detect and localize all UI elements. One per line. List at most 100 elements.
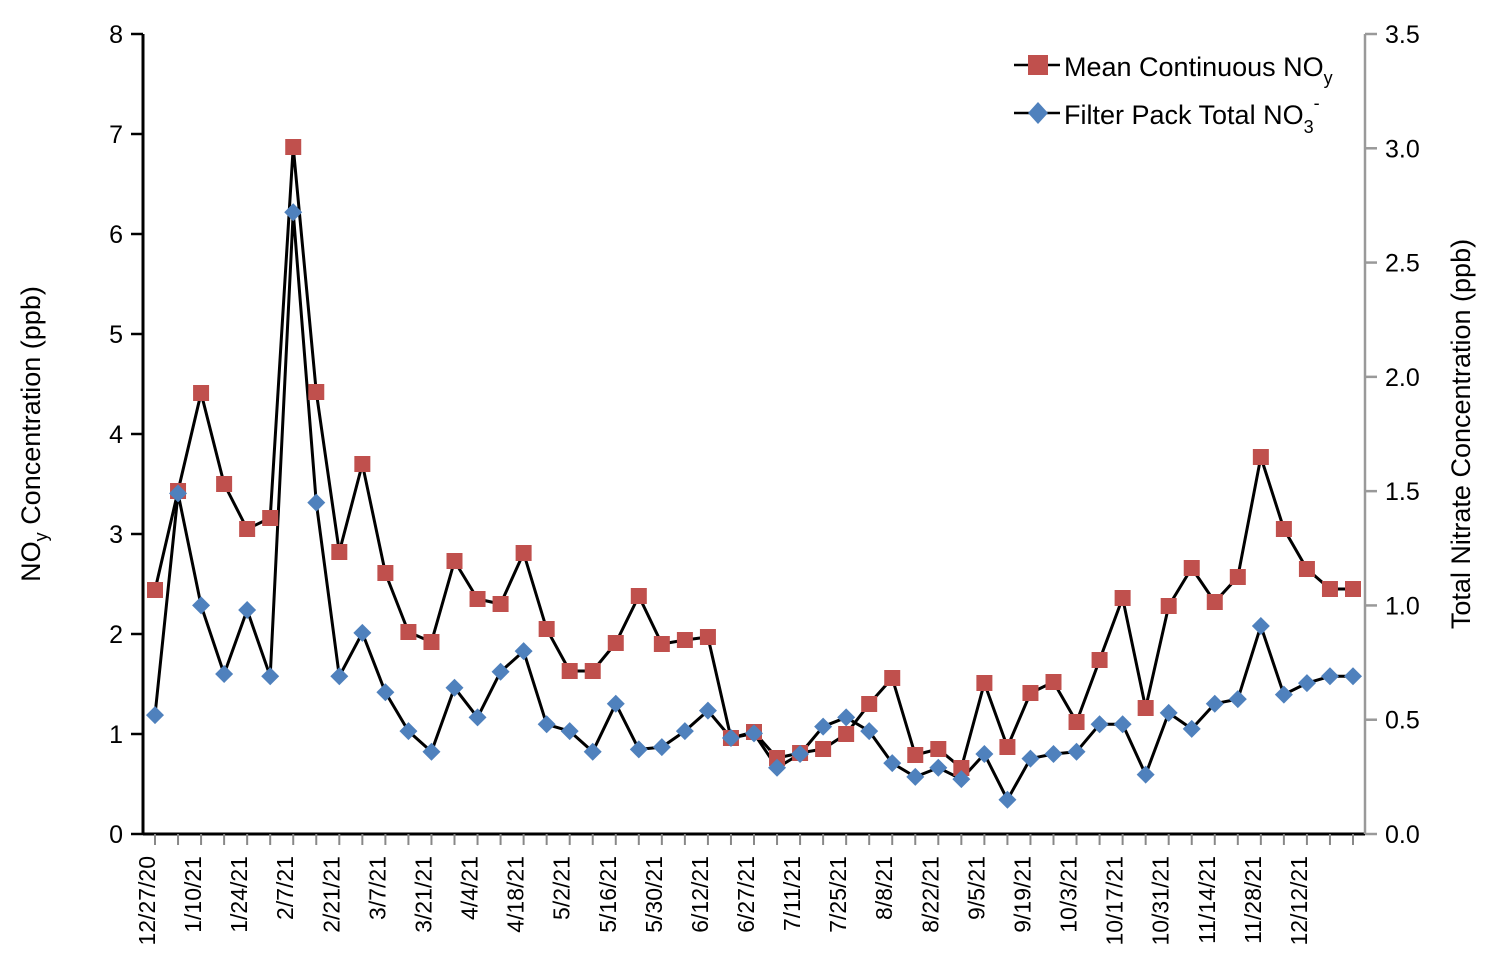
data-point-marker [929,758,948,777]
data-point-marker [354,456,371,472]
data-point-marker [1205,694,1224,713]
x-tick-label: 11/28/21 [1240,856,1266,944]
data-point-marker [445,678,464,697]
data-point-marker [1344,667,1362,686]
data-point-marker [1160,598,1177,614]
data-point-marker [860,722,879,741]
left-axis-ticks [131,32,143,836]
x-tick-label: 7/25/21 [825,856,851,933]
right-axis-ticks [1365,32,1377,836]
data-point-marker [146,706,164,725]
data-point-marker [1067,742,1086,761]
data-point-marker [515,545,532,561]
data-point-marker [1251,617,1270,635]
right-tick-label: 1.5 [1385,478,1420,506]
x-tick-label: 10/31/21 [1148,856,1174,946]
data-point-marker [606,694,625,713]
x-tick-label: 9/5/21 [963,856,989,920]
legend-item-filter-pack-total-no3[interactable]: Filter Pack Total NO3- [1014,93,1320,137]
data-point-marker [1159,703,1178,722]
right-tick-label: 1.0 [1385,592,1420,620]
left-tick-label: 1 [109,721,123,749]
left-tick-label: 4 [109,421,123,449]
data-point-marker [653,636,670,652]
right-tick-label: 2.0 [1385,364,1420,392]
left-axis-tick-labels: 0 1 2 3 4 5 6 7 8 [109,21,123,849]
data-point-marker [815,741,832,757]
data-point-marker [675,722,694,741]
data-point-marker [400,624,417,640]
right-tick-label: 3.0 [1385,135,1420,163]
left-axis-title: NOy Concentration (ppb) [16,286,51,582]
data-point-marker [998,790,1017,809]
data-point-marker [1252,449,1269,465]
x-tick-label: 2/7/21 [272,856,298,920]
data-point-marker [215,665,234,683]
right-axis-tick-labels: 0.0 0.5 1.0 1.5 2.0 2.5 3.0 3.5 [1385,21,1420,849]
right-tick-label: 0.5 [1385,707,1420,735]
data-point-marker [307,493,326,512]
data-point-marker [629,740,648,759]
data-point-marker [1113,715,1132,734]
left-tick-label: 6 [109,221,123,249]
data-point-marker [884,670,901,686]
left-tick-label: 5 [109,321,123,349]
x-tick-label: 5/30/21 [641,856,667,933]
square-marker-icon [1028,55,1048,75]
x-tick-label: 10/17/21 [1102,856,1128,946]
data-point-marker [1091,652,1108,668]
data-point-marker [262,510,279,526]
legend-item-mean-continuous-noy[interactable]: Mean Continuous NOy [1014,52,1333,88]
data-point-marker [239,521,256,537]
data-point-marker [492,596,509,612]
series-markers [146,139,1362,809]
data-point-marker [721,729,740,747]
x-tick-label: 7/11/21 [779,856,805,931]
data-point-marker [907,747,924,763]
right-axis-title: Total Nitrate Concentration (ppb) [1446,239,1476,629]
data-point-marker [308,384,325,400]
data-point-marker [952,770,971,789]
data-point-marker [791,745,810,763]
data-point-marker [838,726,855,742]
data-point-marker [630,588,647,604]
data-point-marker [514,642,533,661]
data-point-marker [976,675,993,691]
data-point-marker [331,544,348,560]
data-point-marker [975,745,994,763]
data-point-marker [584,663,601,679]
x-tick-label: 1/24/21 [226,856,252,933]
data-point-marker [1022,685,1039,701]
x-tick-label: 4/18/21 [503,856,529,933]
legend-label-no3: Filter Pack Total NO3- [1064,93,1320,137]
data-point-marker [1182,719,1201,738]
data-point-marker [953,760,970,776]
data-point-marker [1321,581,1338,597]
x-tick-label: 4/4/21 [457,856,483,920]
right-tick-label: 2.5 [1385,250,1420,278]
x-tick-label: 5/2/21 [549,856,575,920]
data-point-marker [769,750,786,766]
data-point-marker [699,629,716,645]
data-point-marker [930,741,947,757]
left-tick-label: 2 [109,621,123,649]
data-point-marker [1320,667,1339,686]
data-point-marker [1114,590,1131,606]
x-tick-label: 1/10/21 [180,856,206,933]
data-point-marker [377,565,394,581]
data-point-marker [376,683,395,702]
data-point-marker [1206,594,1223,610]
data-point-marker [1228,690,1247,709]
data-point-marker [491,662,510,681]
x-tick-label: 5/16/21 [595,856,621,933]
data-point-marker [999,739,1016,755]
data-point-marker [1021,749,1040,768]
data-point-marker [284,203,303,222]
data-point-marker [422,742,441,761]
x-axis-ticks [154,834,1354,845]
x-tick-label: 11/14/21 [1194,856,1220,944]
data-point-marker [1229,569,1246,585]
plot-area [143,34,1365,834]
data-point-marker [676,632,693,648]
